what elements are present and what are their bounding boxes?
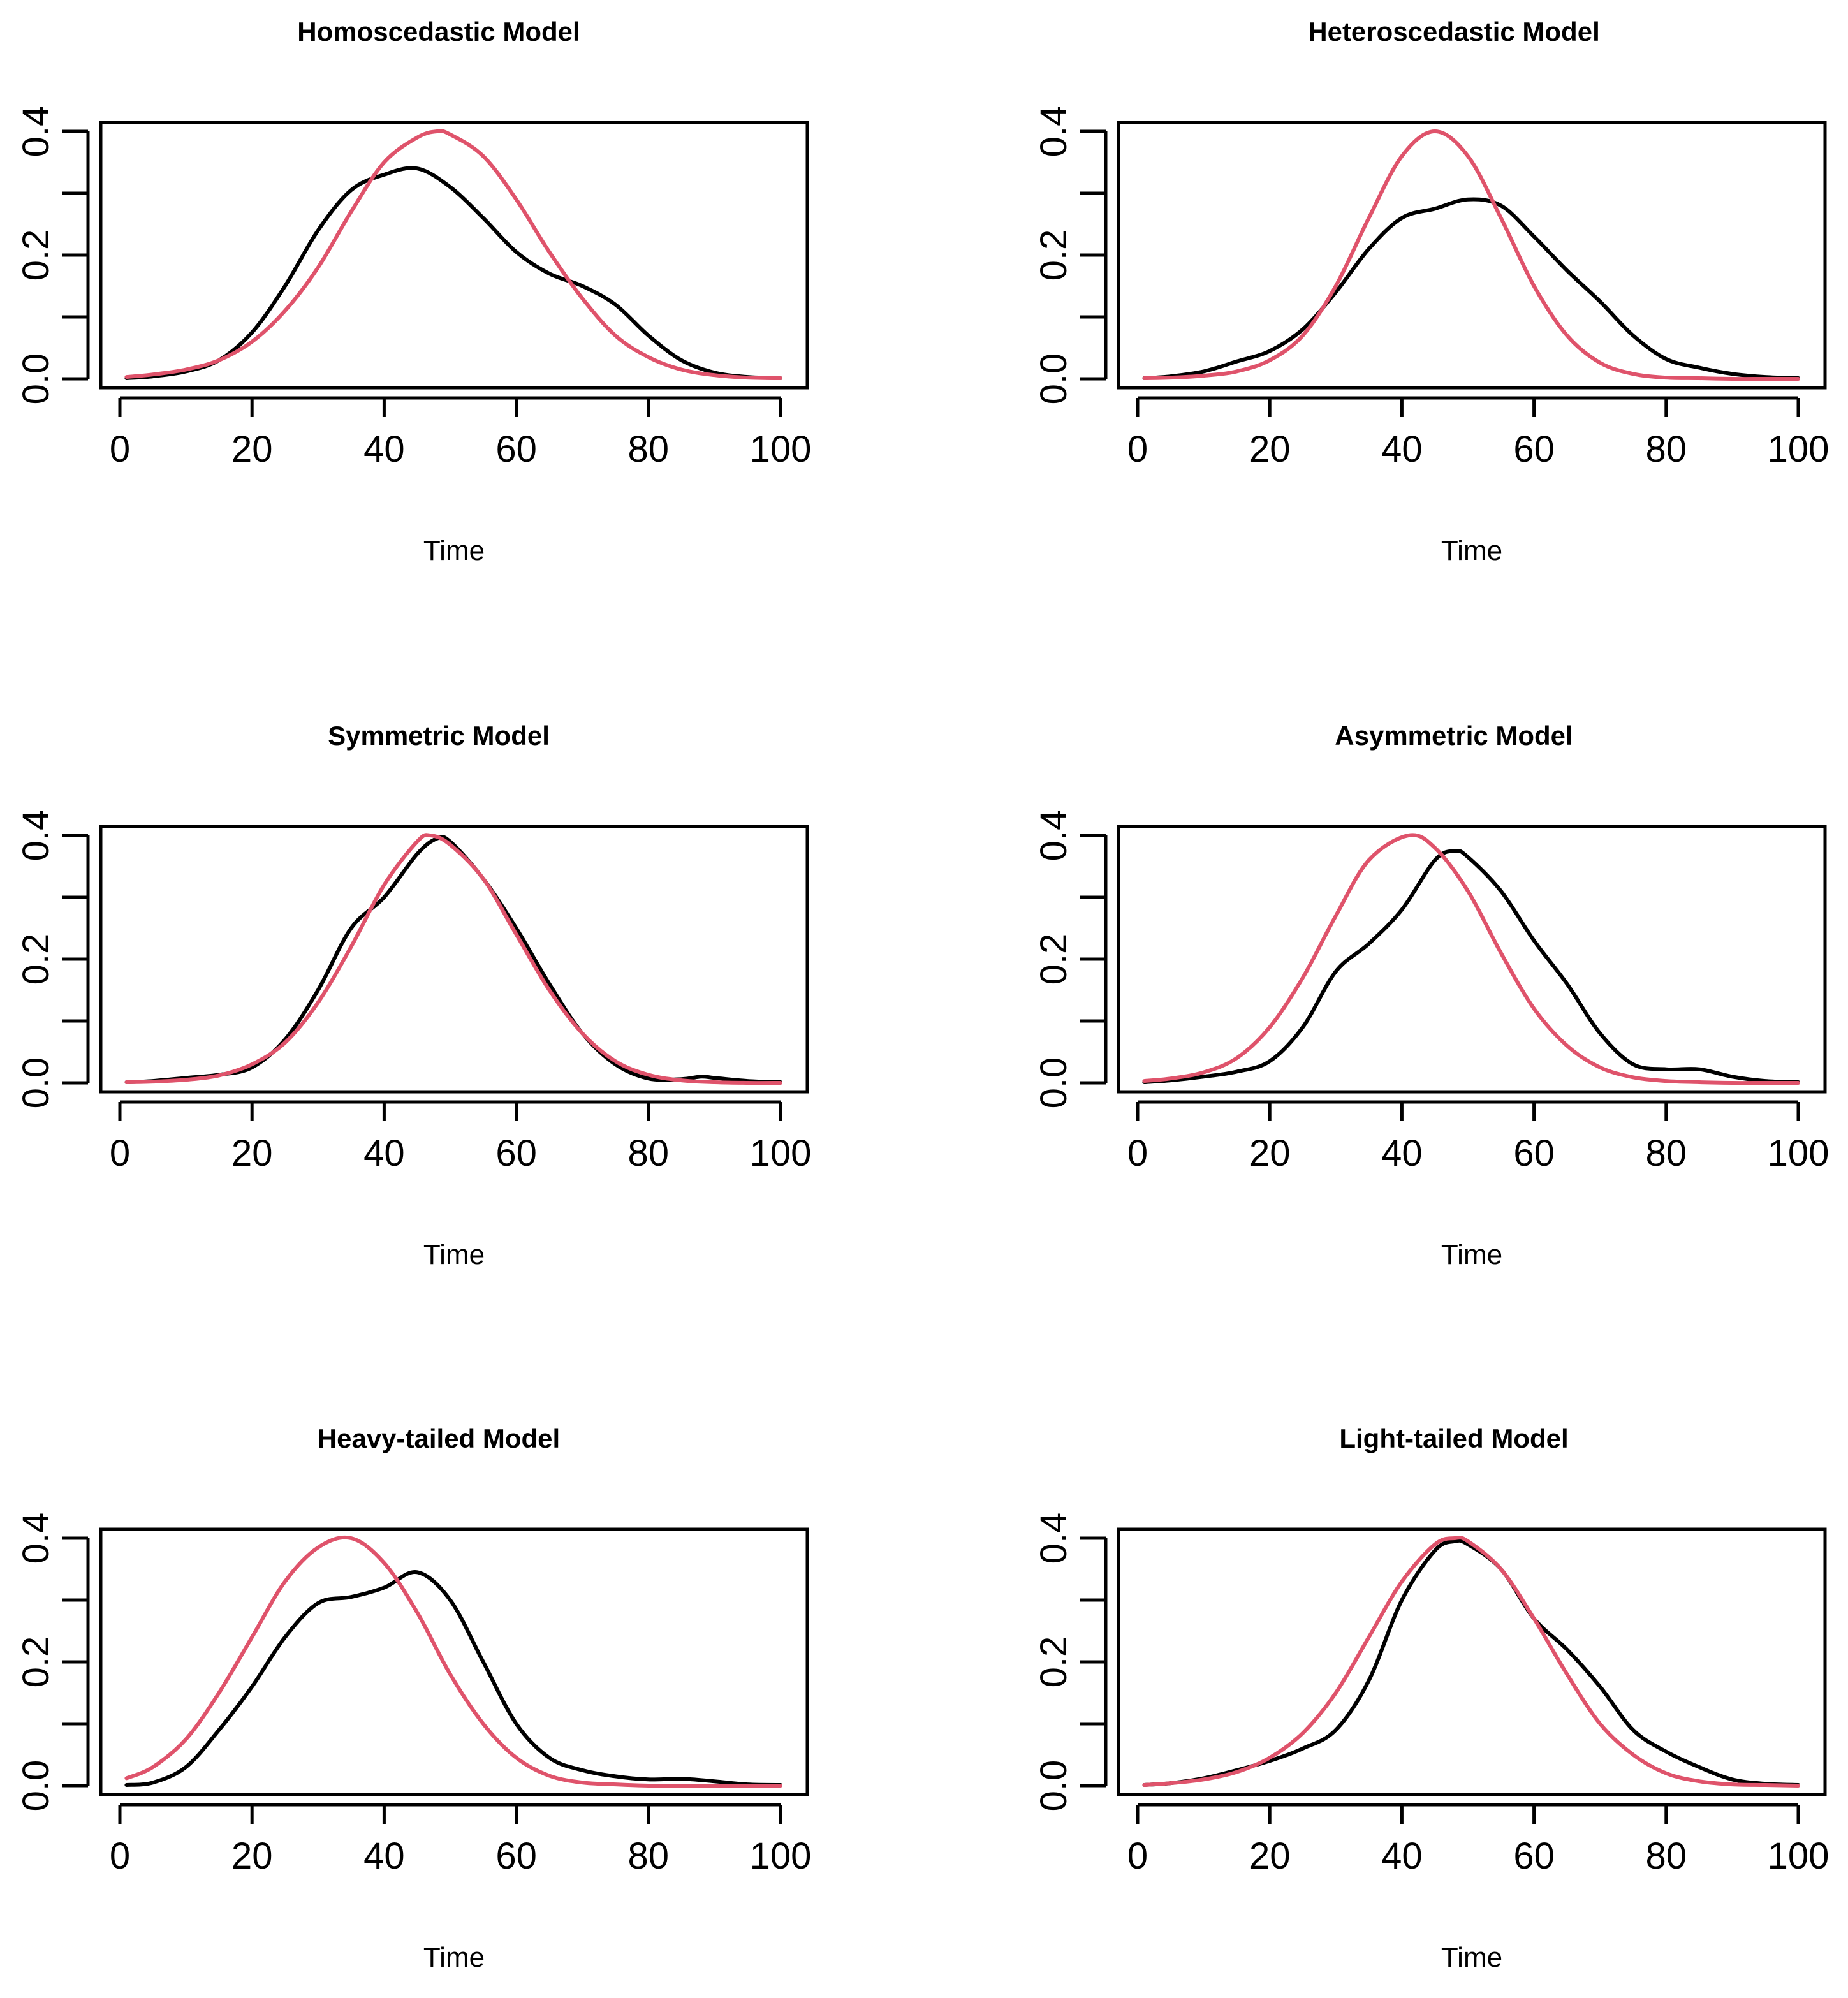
panel-title: Symmetric Model [328,721,550,751]
x-tick-label: 0 [110,429,130,470]
x-tick-label: 100 [750,1835,812,1877]
x-tick-label: 20 [231,429,273,470]
y-tick-label: 0.4 [1033,106,1074,158]
empirical-density-line [124,1570,782,1787]
y-tick-label: 0.4 [15,106,57,158]
x-tick-label: 40 [363,1133,405,1174]
y-tick-label: 0.0 [1033,1760,1074,1812]
x-tick-label: 0 [110,1133,130,1174]
y-tick-label: 0.4 [1033,1513,1074,1564]
normal-density-line [1142,129,1800,381]
normal-density-line [124,1535,782,1788]
x-axis-label: Time [1441,1239,1502,1270]
x-axis-label: Time [423,1239,485,1270]
x-tick-label: 20 [231,1835,273,1877]
y-tick-label: 0.0 [1033,1057,1074,1109]
x-tick-label: 80 [628,1133,670,1174]
panel-2: Heteroscedastic Model 0 20 40 60 80 100 0.0 0.2 0… [1033,17,1829,566]
plot-frame [99,825,809,1094]
plot-frame [1117,1527,1827,1796]
x-tick-label: 40 [1381,1133,1423,1174]
x-tick-label: 40 [1381,1835,1423,1877]
x-axis-label: Time [1441,535,1502,566]
x-tick-label: 100 [750,1133,812,1174]
x-axis-label: Time [1441,1942,1502,1973]
panel-title: Homoscedastic Model [297,17,580,47]
plot-frame [1117,121,1827,390]
normal-density-line [1142,1536,1800,1788]
y-tick-label: 0.2 [15,230,57,281]
plot-frame [99,1527,809,1796]
x-tick-label: 0 [110,1835,130,1877]
panel-title: Asymmetric Model [1335,721,1573,751]
plot-frame [1117,825,1827,1094]
y-tick-label: 0.0 [15,353,57,405]
x-tick-label: 60 [495,429,537,470]
panel-title: Light-tailed Model [1339,1423,1568,1453]
normal-density-line [1142,833,1800,1085]
empirical-density-line [1142,1538,1800,1787]
y-tick-label: 0.0 [15,1760,57,1812]
x-tick-label: 100 [750,429,812,470]
panel-3: Symmetric Model 0 20 40 60 80 100 0.0 0.2 0.4 Time [15,721,811,1270]
x-tick-label: 60 [495,1133,537,1174]
panel-title: Heavy-tailed Model [318,1423,560,1453]
x-axis-label: Time [423,535,485,566]
y-tick-label: 0.2 [15,934,57,985]
y-tick-label: 0.2 [1033,230,1074,281]
x-tick-label: 40 [1381,429,1423,470]
x-tick-label: 40 [363,429,405,470]
empirical-density-line [1142,197,1800,380]
x-tick-label: 40 [363,1835,405,1877]
y-tick-label: 0.2 [1033,934,1074,985]
x-tick-label: 80 [628,429,670,470]
x-tick-label: 60 [1513,1133,1555,1174]
x-tick-label: 20 [231,1133,273,1174]
y-tick-label: 0.0 [15,1057,57,1109]
x-axis-label: Time [423,1942,485,1973]
x-tick-label: 100 [1768,1835,1830,1877]
x-tick-label: 20 [1249,1133,1291,1174]
panel-5: Heavy-tailed Model 0 20 40 60 80 100 0.0 0.2 0.4 T… [15,1423,811,1973]
x-tick-label: 0 [1127,1835,1148,1877]
x-tick-label: 80 [1646,429,1687,470]
x-tick-label: 60 [495,1835,537,1877]
empirical-density-line [1142,848,1800,1084]
x-tick-label: 80 [1646,1133,1687,1174]
plot-frame [99,121,809,390]
y-tick-label: 0.4 [15,1513,57,1564]
y-tick-label: 0.0 [1033,353,1074,405]
y-tick-label: 0.2 [15,1636,57,1688]
normal-density-line [124,129,782,380]
panel-6: Light-tailed Model 0 20 40 60 80 100 0.0 0.2 0.4 T… [1033,1423,1829,1973]
y-tick-label: 0.4 [1033,810,1074,862]
x-tick-label: 0 [1127,429,1148,470]
y-tick-label: 0.4 [15,810,57,862]
x-tick-label: 80 [628,1835,670,1877]
x-tick-label: 60 [1513,429,1555,470]
empirical-density-line [124,166,782,380]
x-tick-label: 100 [1768,429,1830,470]
panel-title: Heteroscedastic Model [1308,17,1600,47]
empirical-density-line [124,835,782,1084]
x-tick-label: 0 [1127,1133,1148,1174]
x-tick-label: 60 [1513,1835,1555,1877]
y-tick-label: 0.2 [1033,1636,1074,1688]
normal-density-line [124,833,782,1085]
x-tick-label: 100 [1768,1133,1830,1174]
x-tick-label: 20 [1249,429,1291,470]
x-tick-label: 80 [1646,1835,1687,1877]
panel-1: Homoscedastic Model 0 20 40 60 80 100 0.0 0.2 0.4… [15,17,811,566]
panel-4: Asymmetric Model 0 20 40 60 80 100 0.0 0.2 0.4 Tim… [1033,721,1829,1270]
x-tick-label: 20 [1249,1835,1291,1877]
